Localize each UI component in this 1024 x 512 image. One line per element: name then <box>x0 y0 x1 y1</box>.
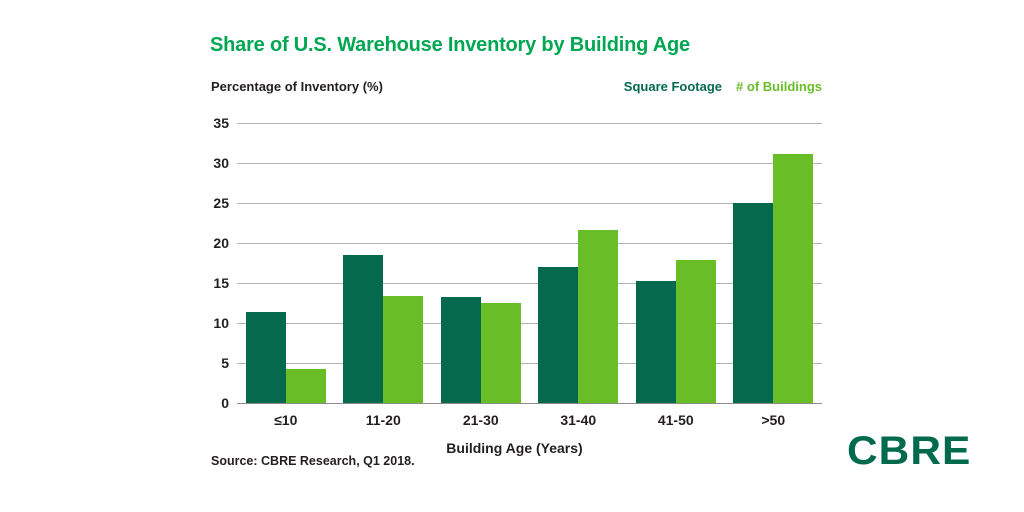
y-tick-label: 25 <box>213 195 229 211</box>
x-tick-label: 21-30 <box>462 412 499 428</box>
bar-num-buildings <box>675 259 716 403</box>
source-note: Source: CBRE Research, Q1 2018. <box>211 454 415 468</box>
category-group: ≤10 <box>237 123 335 428</box>
y-tick-label: 0 <box>221 395 229 411</box>
bar-square-footage <box>440 296 481 403</box>
x-axis-title: Building Age (Years) <box>446 440 583 456</box>
y-axis-title: Percentage of Inventory (%) <box>211 79 383 94</box>
category-group: 21-30 <box>432 123 530 428</box>
gridline <box>237 283 822 284</box>
gridline <box>237 203 822 204</box>
legend-item-square-footage: Square Footage <box>623 79 723 94</box>
y-tick-label: 35 <box>213 115 229 131</box>
gridline <box>237 243 822 244</box>
y-tick-label: 15 <box>213 275 229 291</box>
gridline <box>237 323 822 324</box>
bar-num-buildings <box>480 303 521 403</box>
y-tick-label: 5 <box>221 355 229 371</box>
gridline <box>237 363 822 364</box>
category-group: 31-40 <box>530 123 628 428</box>
bar-num-buildings <box>773 154 814 403</box>
x-tick-label: 41-50 <box>657 412 694 428</box>
bar-square-footage <box>343 255 384 403</box>
gridline <box>237 123 822 124</box>
x-tick-label: >50 <box>761 412 786 428</box>
x-tick-label: 31-40 <box>560 412 597 428</box>
category-group: >50 <box>725 123 823 428</box>
bar-square-footage <box>733 203 774 403</box>
bar-square-footage <box>538 267 579 403</box>
gridline <box>237 163 822 164</box>
bar-num-buildings <box>383 295 424 403</box>
y-tick-label: 30 <box>213 155 229 171</box>
x-tick-label: ≤10 <box>274 412 298 428</box>
bar-square-footage <box>245 311 286 403</box>
bar-square-footage <box>635 281 676 403</box>
legend-item-num-buildings: # of Buildings <box>736 79 822 94</box>
category-group: 41-50 <box>627 123 725 428</box>
x-tick-label: 11-20 <box>365 412 401 428</box>
plot-area: 0 5 10 15 20 25 30 35 ≤10 11-20 21-30 31-40 41-50 >50 <box>213 116 823 428</box>
x-axis-line <box>237 403 822 404</box>
y-tick-label: 10 <box>213 315 229 331</box>
bar-num-buildings <box>285 369 326 403</box>
cbre-logo: CBRE <box>847 429 972 473</box>
y-tick-label: 20 <box>213 235 229 251</box>
category-group: 11-20 <box>335 123 433 428</box>
bar-num-buildings <box>578 230 619 403</box>
legend: Square Footage # of Buildings <box>624 79 822 94</box>
chart-title: Share of U.S. Warehouse Inventory by Bui… <box>210 34 690 56</box>
